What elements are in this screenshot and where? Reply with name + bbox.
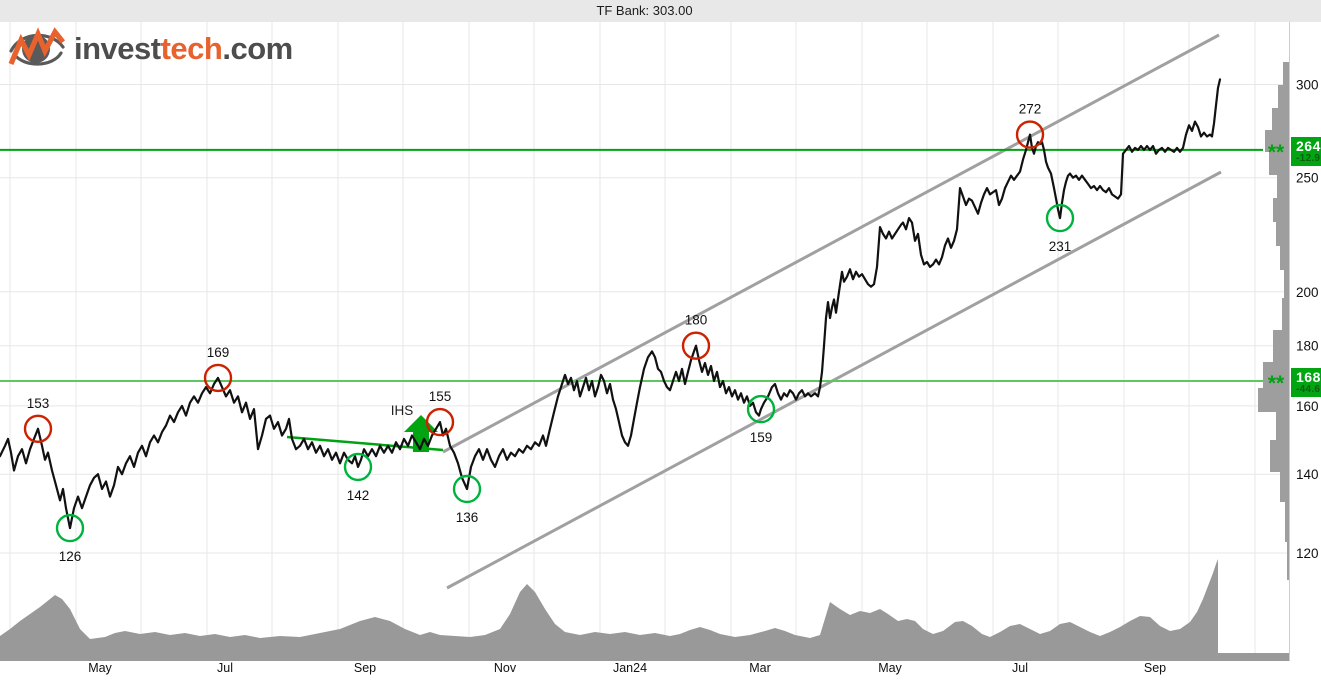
price-axis-label: 200 bbox=[1296, 285, 1319, 300]
extreme-high-marker bbox=[23, 414, 53, 443]
volume-by-price-bar bbox=[1258, 388, 1289, 412]
investtech-logo-icon bbox=[8, 27, 66, 66]
extreme-high-marker bbox=[681, 331, 711, 360]
extreme-low-marker bbox=[452, 474, 482, 504]
logo-com: .com bbox=[222, 31, 293, 66]
extreme-high-marker bbox=[203, 363, 233, 393]
extreme-low-label: 231 bbox=[1049, 239, 1072, 254]
volume-by-price-bar bbox=[1285, 502, 1289, 542]
extreme-high-label: 153 bbox=[27, 396, 50, 411]
price-axis-label: 140 bbox=[1296, 467, 1319, 482]
volume-by-price-bar bbox=[1276, 222, 1289, 246]
volume-by-price-bar bbox=[1263, 362, 1289, 388]
extreme-high-marker bbox=[1015, 120, 1045, 149]
volume-by-price-bar bbox=[1280, 246, 1289, 270]
month-label: Jul bbox=[1012, 661, 1028, 675]
volume-by-price-bar bbox=[1280, 472, 1289, 502]
month-label: Jul bbox=[217, 661, 233, 675]
volume-by-price-bar bbox=[1269, 152, 1289, 175]
extreme-high-label: 155 bbox=[429, 389, 452, 404]
extreme-low-marker bbox=[343, 452, 373, 482]
investtech-logo[interactable]: investtech.com bbox=[8, 25, 293, 73]
volume-by-price-bar bbox=[1282, 298, 1289, 330]
volume-by-price-bar bbox=[1283, 62, 1289, 85]
month-label: Jan24 bbox=[613, 661, 647, 675]
volume-by-price-bar bbox=[1278, 85, 1289, 108]
price-axis-label: 120 bbox=[1296, 546, 1319, 561]
extreme-low-label: 159 bbox=[750, 430, 773, 445]
bottom-axis-bar bbox=[0, 653, 1290, 661]
logo-tech: tech bbox=[160, 31, 223, 66]
volume-by-price-bar bbox=[1287, 542, 1289, 580]
volume-by-price-bar bbox=[1272, 108, 1289, 130]
volume-area bbox=[0, 559, 1218, 653]
badge-price-change: -12.9 bbox=[1296, 152, 1321, 164]
extreme-low-label: 126 bbox=[59, 549, 82, 564]
extreme-high-label: 272 bbox=[1019, 102, 1042, 117]
extreme-low-marker bbox=[746, 394, 776, 424]
resistance-level-badge: 264 -12.9 bbox=[1291, 136, 1321, 166]
extreme-low-label: 142 bbox=[347, 488, 370, 503]
volume-by-price-bar bbox=[1284, 270, 1289, 298]
badge-price-change: -44.6 bbox=[1296, 383, 1321, 395]
extreme-low-label: 136 bbox=[456, 510, 479, 525]
logo-invest: invest bbox=[74, 31, 161, 66]
volume-by-price-bar bbox=[1273, 330, 1289, 362]
breakout-arrow-icon bbox=[404, 415, 438, 452]
extreme-low-marker bbox=[55, 513, 85, 543]
volume-by-price-bar bbox=[1273, 198, 1289, 222]
month-label: May bbox=[878, 661, 902, 675]
investtech-logo-text: investtech.com bbox=[74, 31, 293, 67]
volume-by-price-bar bbox=[1276, 412, 1289, 440]
sr-stars: ** bbox=[1268, 141, 1285, 164]
month-label: Nov bbox=[494, 661, 517, 675]
price-axis-label: 180 bbox=[1296, 339, 1319, 354]
ihs-label: IHS bbox=[391, 403, 414, 418]
support-level-badge: 168 -44.6 bbox=[1291, 367, 1321, 397]
badge-price-value: 264 bbox=[1296, 137, 1321, 154]
volume-by-price-bar bbox=[1265, 130, 1289, 152]
month-label: Sep bbox=[354, 661, 376, 675]
price-line bbox=[0, 78, 1222, 530]
price-axis-label: 300 bbox=[1296, 78, 1319, 93]
month-label: Sep bbox=[1144, 661, 1166, 675]
extreme-high-marker bbox=[425, 407, 455, 437]
sr-stars: ** bbox=[1268, 372, 1285, 395]
badge-price-value: 168 bbox=[1296, 368, 1321, 385]
volume-by-price-bar bbox=[1270, 440, 1289, 472]
month-label: Mar bbox=[749, 661, 771, 675]
month-label: May bbox=[88, 661, 112, 675]
chart-title: TF Bank: 303.00 bbox=[596, 3, 693, 18]
volume-by-price-bar bbox=[1277, 175, 1289, 198]
extreme-high-label: 180 bbox=[685, 313, 708, 328]
extreme-low-marker bbox=[1045, 203, 1075, 233]
price-axis-label: 250 bbox=[1296, 171, 1319, 186]
extreme-high-label: 169 bbox=[207, 345, 230, 360]
chart-title-bar: TF Bank: 303.00 bbox=[0, 0, 1321, 22]
price-axis-label: 160 bbox=[1296, 399, 1319, 414]
